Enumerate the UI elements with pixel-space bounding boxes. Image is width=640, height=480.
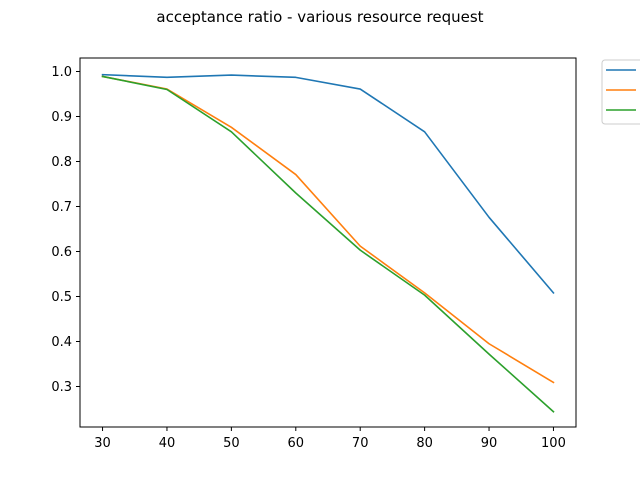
y-tick-label: 0.9 [51,110,72,125]
y-tick-label: 0.3 [51,380,72,395]
y-tick-label: 0.5 [51,290,72,305]
chart-title: acceptance ratio - various resource requ… [156,8,483,26]
series-line-3 [101,75,555,413]
y-tick-label: 0.8 [51,155,72,170]
x-tick-label: 50 [223,436,240,451]
series-line-2 [101,75,555,384]
x-tick-label: 30 [94,436,111,451]
y-tick-label: 0.6 [51,245,72,260]
legend-box [601,59,640,125]
series-line-1 [101,73,555,295]
y-tick-label: 0.4 [51,335,72,350]
y-tick-label: 0.7 [51,200,72,215]
x-tick-label: 80 [416,436,433,451]
x-tick-label: 70 [352,436,369,451]
y-tick-label: 1.0 [51,65,72,80]
x-tick-label: 60 [288,436,305,451]
legend [601,59,640,125]
plot-frame [79,57,577,428]
x-tick-label: 100 [541,436,566,451]
x-tick-label: 90 [481,436,498,451]
x-tick-label: 40 [159,436,176,451]
